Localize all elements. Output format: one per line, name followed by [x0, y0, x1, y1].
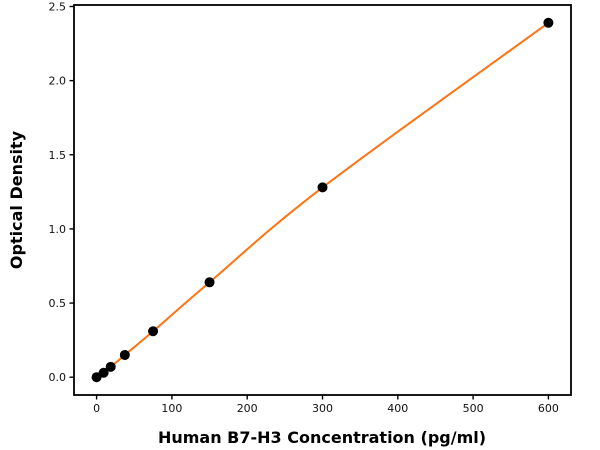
- plot-area: 0 100 200 300 400 500 600 0.0 0.5 1.0 1.5 2.0 2.5: [49, 0, 572, 415]
- y-tick-label: 0.0: [49, 371, 67, 384]
- x-tick-label: 200: [237, 402, 258, 415]
- y-axis-label: Optical Density: [7, 130, 26, 269]
- data-point: [317, 182, 328, 193]
- x-tick-label: 0: [93, 402, 100, 415]
- x-axis-label: Human B7-H3 Concentration (pg/ml): [158, 428, 486, 447]
- y-tick-label: 2.5: [49, 0, 67, 13]
- data-point: [543, 17, 554, 28]
- data-point: [105, 361, 116, 372]
- y-tick-label: 2.0: [49, 75, 67, 88]
- data-point: [204, 277, 215, 288]
- data-point: [119, 349, 130, 360]
- y-tick-label: 0.5: [49, 297, 67, 310]
- x-tick-label: 600: [538, 402, 559, 415]
- x-tick-label: 400: [387, 402, 408, 415]
- x-tick-label: 500: [463, 402, 484, 415]
- data-point: [148, 326, 159, 337]
- y-tick-label: 1.0: [49, 223, 67, 236]
- fit-curve: [95, 21, 550, 379]
- data-point: [98, 367, 109, 378]
- x-tick-label: 100: [161, 402, 182, 415]
- axes-spines: [73, 4, 572, 396]
- y-tick-label: 1.5: [49, 149, 67, 162]
- x-tick-label: 300: [312, 402, 333, 415]
